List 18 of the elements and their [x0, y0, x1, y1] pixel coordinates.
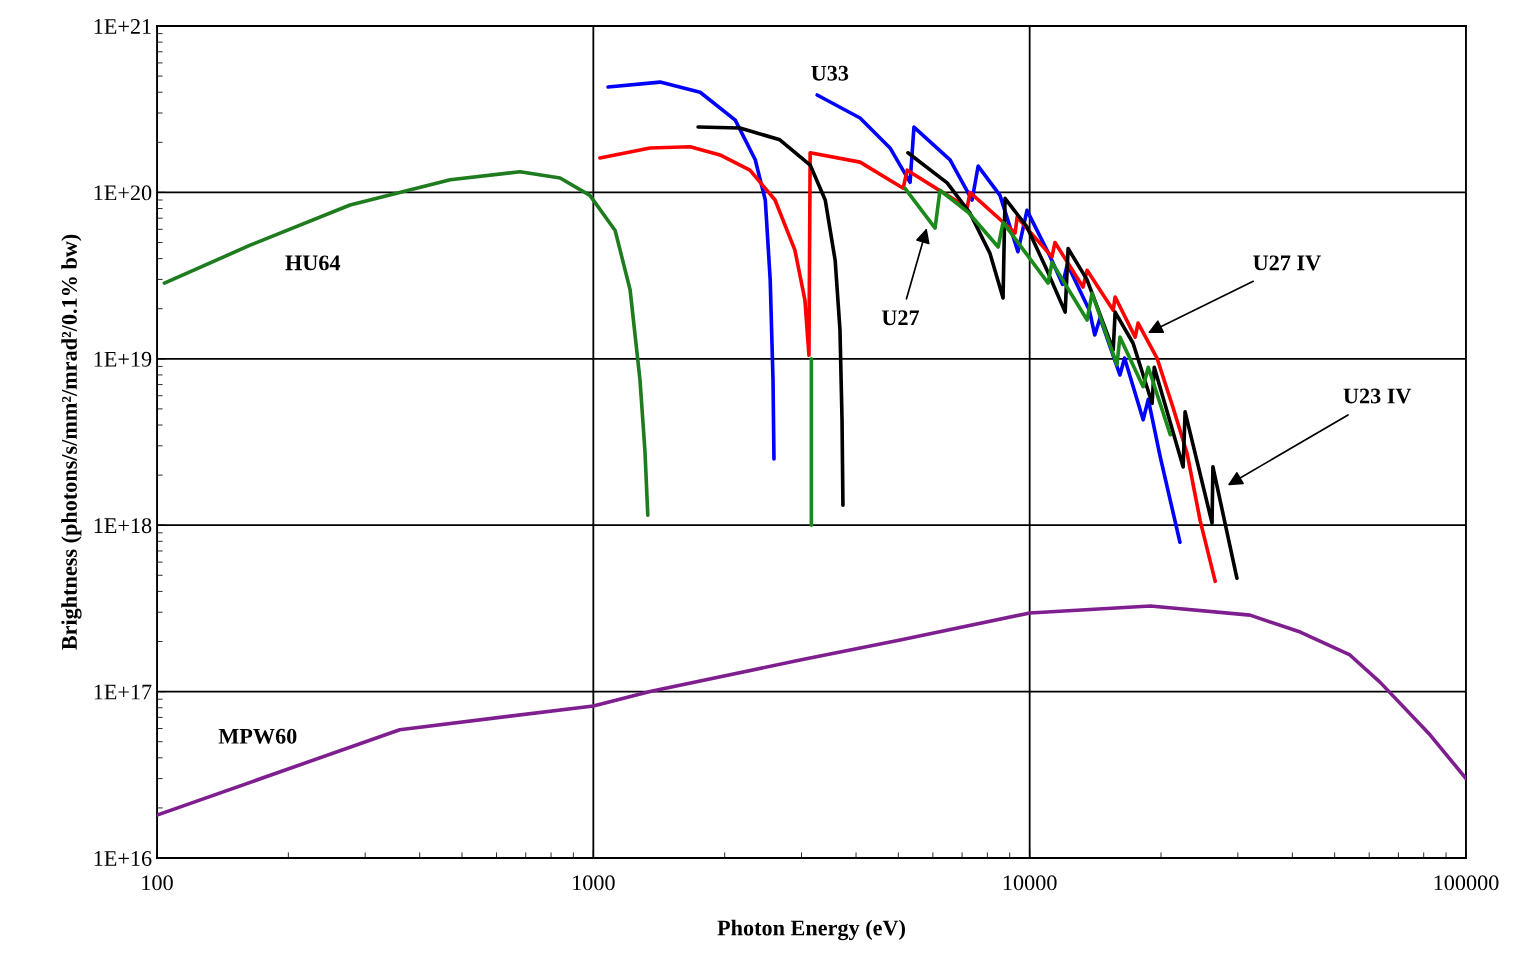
y-tick-label: 1E+20 [94, 185, 152, 201]
y-tick-label: 1E+21 [94, 18, 151, 34]
annotation: U33 [811, 65, 849, 81]
annotation: U27 IV [1253, 255, 1321, 271]
x-tick-label: 100000 [1434, 875, 1499, 891]
x-tick-label: 1000 [573, 875, 615, 891]
y-axis-title: Brightness (photons/s/mm²/mrad²/0.1% bw) [61, 234, 82, 650]
annotation: HU64 [285, 255, 341, 271]
annotation: MPW60 [218, 728, 297, 744]
annotation: U27 [881, 310, 920, 326]
annotation: U23 IV [1343, 388, 1412, 404]
x-axis-title: Photon Energy (eV) [717, 919, 905, 941]
x-tick-label: 10000 [1003, 875, 1057, 891]
y-tick-label: 1E+19 [94, 351, 152, 367]
y-tick-label: 1E+16 [94, 850, 152, 866]
y-tick-label: 1E+18 [94, 518, 152, 534]
y-tick-label: 1E+17 [94, 684, 152, 700]
x-tick-label: 100 [142, 875, 173, 891]
